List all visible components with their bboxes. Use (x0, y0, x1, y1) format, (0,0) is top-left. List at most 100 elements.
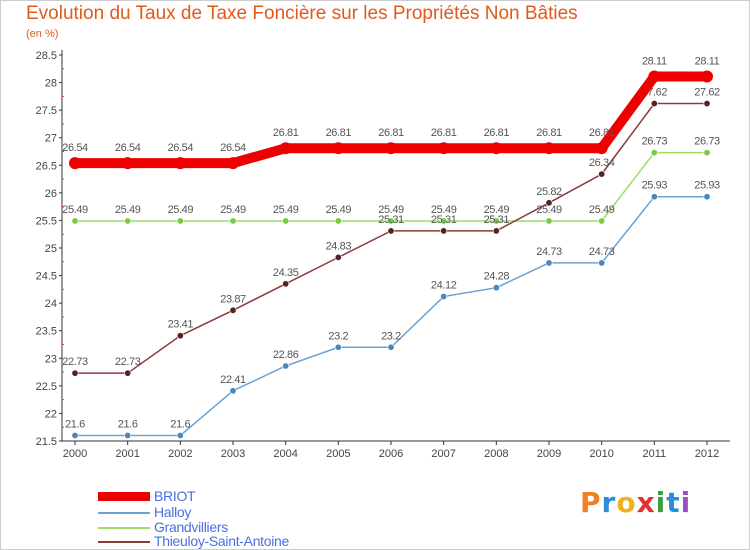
data-point (279, 142, 292, 155)
data-label: 24.83 (326, 240, 352, 252)
data-point (334, 253, 342, 261)
y-tick-label: 22.5 (36, 381, 57, 393)
data-point (176, 431, 184, 439)
data-point (124, 217, 132, 225)
logo-letter: r (601, 486, 617, 519)
data-point (703, 100, 711, 108)
logo-letter: t (666, 486, 681, 519)
x-tick-label: 2009 (537, 448, 561, 460)
y-tick-label: 26.5 (36, 160, 57, 172)
x-tick-label: 2000 (63, 448, 87, 460)
data-label: 26.34 (589, 157, 615, 169)
data-label: 25.31 (431, 214, 457, 226)
logo-letter: x (636, 486, 656, 519)
y-tick-label: 26 (45, 188, 57, 200)
x-tick-label: 2010 (589, 448, 613, 460)
legend-label-halloy: Halloy (154, 504, 192, 520)
data-label: 25.31 (484, 214, 510, 226)
data-point (121, 157, 134, 170)
unit-label: (en %) (26, 28, 59, 40)
data-label: 24.12 (431, 280, 457, 292)
data-point (440, 217, 448, 225)
y-tick-label: 23.5 (36, 326, 57, 338)
x-tick-label: 2003 (221, 448, 245, 460)
data-point (229, 306, 237, 314)
data-point (385, 142, 397, 155)
data-point (176, 217, 184, 225)
y-tick-label: 27 (45, 133, 57, 145)
data-label: 23.41 (168, 319, 194, 331)
logo-letter: P (580, 486, 602, 519)
y-tick-label: 23 (45, 353, 57, 365)
data-label: 24.28 (484, 271, 510, 283)
legend-label-grandvilliers: Grandvilliers (154, 519, 228, 535)
y-tick-label: 27.5 (36, 105, 57, 117)
data-point (229, 217, 237, 225)
data-label: 22.73 (62, 356, 88, 368)
data-point (490, 142, 503, 155)
data-point (124, 431, 132, 439)
data-label: 26.81 (484, 127, 510, 139)
data-label: 28.11 (642, 56, 667, 68)
data-point (650, 193, 658, 201)
data-label: 22.73 (115, 356, 141, 368)
data-point (440, 227, 448, 235)
data-label: 25.49 (273, 204, 299, 216)
chart-title: Evolution du Taux de Taxe Foncière sur l… (26, 3, 578, 24)
data-point (437, 142, 450, 155)
data-point (334, 343, 342, 351)
logo-letter: o (616, 486, 637, 519)
data-label: 22.41 (220, 374, 246, 386)
y-tick-label: 24.5 (36, 271, 57, 283)
y-tick-label: 25.5 (36, 215, 57, 227)
legend-label-thieuloy: Thieuloy-Saint-Antoine (154, 533, 290, 549)
data-point (334, 217, 342, 225)
data-point (598, 259, 606, 267)
data-point (648, 70, 661, 83)
data-label: 21.6 (170, 418, 190, 430)
data-point (124, 369, 132, 377)
data-point (71, 431, 79, 439)
data-point (545, 217, 553, 225)
data-label: 23.2 (381, 330, 401, 342)
data-point (69, 157, 81, 170)
x-tick-label: 2011 (643, 448, 667, 460)
data-label: 23.87 (220, 293, 246, 305)
y-tick-label: 25 (45, 243, 57, 255)
legend-swatch-thieuloy (98, 541, 150, 543)
data-point (332, 142, 345, 155)
data-label: 25.49 (220, 204, 246, 216)
data-point (492, 227, 500, 235)
data-point (492, 217, 500, 225)
data-label: 26.54 (168, 142, 194, 154)
data-point (492, 284, 500, 292)
x-tick-label: 2005 (326, 448, 350, 460)
data-point (387, 217, 395, 225)
y-tick-label: 28 (45, 78, 57, 90)
data-point (650, 149, 658, 157)
y-tick-label: 22 (45, 408, 57, 420)
data-label: 26.81 (273, 127, 299, 139)
legend-swatch-grandvilliers (98, 527, 150, 529)
data-label: 21.6 (118, 418, 138, 430)
data-point (598, 170, 606, 178)
data-label: 24.73 (536, 246, 562, 258)
logo-letter: i (655, 486, 667, 519)
data-point (387, 343, 395, 351)
data-label: 25.49 (326, 204, 352, 216)
data-point (545, 199, 553, 207)
data-point (595, 142, 608, 155)
data-label: 26.73 (694, 136, 720, 148)
data-point (229, 387, 237, 395)
data-point (71, 369, 79, 377)
data-point (282, 362, 290, 370)
y-tick-label: 24 (45, 298, 57, 310)
data-label: 28.11 (695, 56, 720, 68)
data-label: 27.62 (694, 87, 720, 99)
x-tick-label: 2007 (431, 448, 455, 460)
y-tick-label: 28.5 (36, 50, 57, 62)
data-point (701, 70, 713, 83)
data-label: 25.31 (378, 214, 404, 226)
data-label: 25.49 (431, 204, 457, 216)
data-label: 25.49 (115, 204, 141, 216)
